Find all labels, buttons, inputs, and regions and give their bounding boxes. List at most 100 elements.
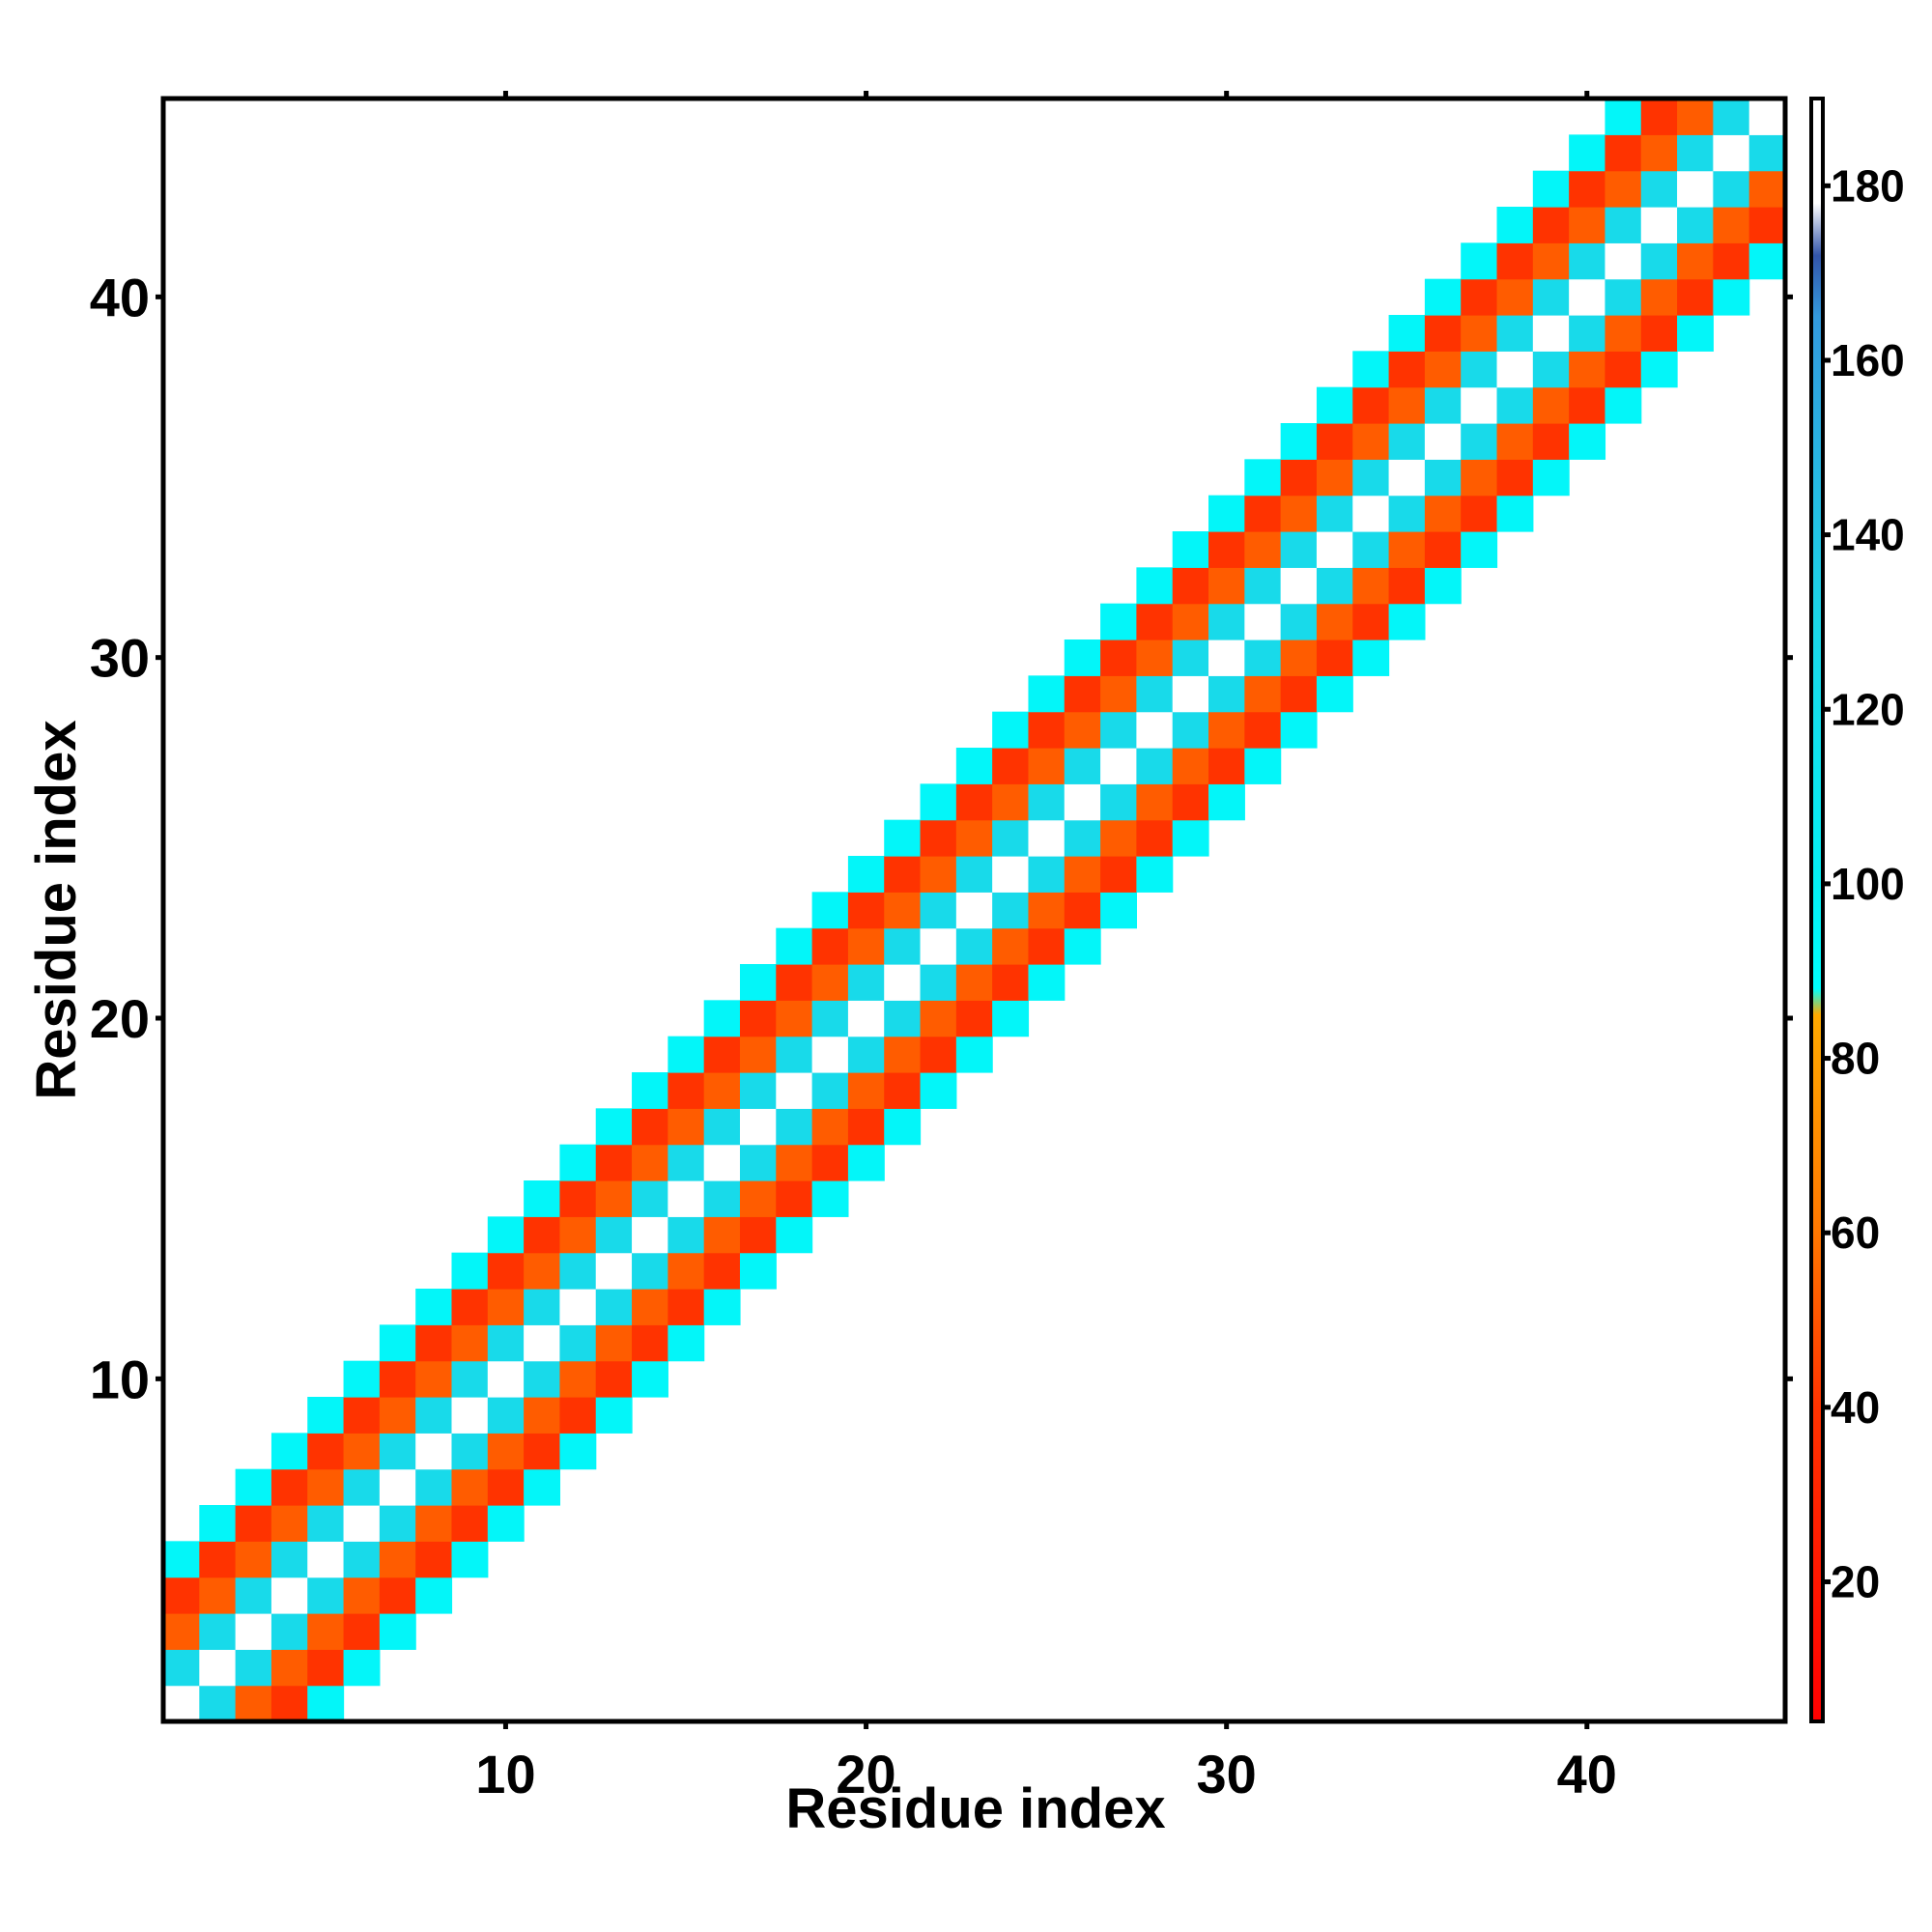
heatmap-cell [992, 711, 1030, 749]
heatmap-cell [811, 964, 849, 1001]
heatmap-cell [379, 1505, 416, 1542]
heatmap-cell [1028, 856, 1065, 893]
heatmap-cell [1569, 315, 1606, 352]
heatmap-cell [524, 1216, 561, 1254]
heatmap-cell [1424, 531, 1462, 568]
heatmap-cell [559, 1180, 597, 1217]
heatmap-cell [1496, 495, 1534, 532]
heatmap-cell [1208, 639, 1245, 676]
heatmap-cell [199, 1505, 237, 1542]
heatmap-cell [415, 1324, 453, 1362]
heatmap-cell [992, 819, 1030, 857]
y-axis-title: Residue index [25, 720, 88, 1099]
heatmap-cell [199, 1649, 237, 1687]
heatmap-cell [884, 819, 922, 857]
heatmap-cell [1244, 711, 1282, 749]
heatmap-cell [703, 1216, 741, 1254]
heatmap-cell [1461, 459, 1498, 497]
heatmap-cell [307, 1468, 345, 1506]
heatmap-cell [739, 1036, 777, 1073]
heatmap-cell [559, 1216, 597, 1254]
heatmap-cell [1461, 242, 1498, 280]
heatmap-cell [1100, 675, 1137, 713]
heatmap-cell [847, 1000, 885, 1037]
heatmap-cell [1028, 892, 1065, 929]
heatmap-cell [1280, 567, 1318, 605]
colorbar-tick-label: 20 [1831, 1556, 1880, 1606]
y-axis-ticks: 10 20 30 40 [90, 267, 1793, 1409]
heatmap-cell [1064, 856, 1101, 893]
heatmap-cell [1748, 207, 1786, 243]
heatmap-cell [1424, 567, 1462, 605]
colorbar: 20 40 60 80 100 120 140 160 180 [1809, 97, 1905, 1723]
heatmap-cell [1136, 639, 1174, 676]
heatmap-cell [379, 1468, 416, 1506]
heatmap-cell [1280, 495, 1318, 532]
heatmap-cell [1532, 315, 1570, 352]
heatmap-cell [343, 1541, 381, 1578]
heatmap-cell [1569, 170, 1606, 208]
heatmap-cell [920, 964, 957, 1001]
heatmap-cell [668, 1180, 705, 1217]
heatmap-cell [1064, 927, 1101, 965]
heatmap-cell [1605, 99, 1642, 135]
heatmap-cell [703, 1289, 741, 1325]
heatmap-cell [847, 1036, 885, 1073]
heatmap-cell [1605, 170, 1642, 208]
heatmap-cell [270, 1577, 308, 1614]
heatmap-cell [992, 783, 1030, 821]
heatmap-cell [307, 1433, 345, 1470]
heatmap-cell [1713, 207, 1750, 243]
heatmap-cell [811, 1072, 849, 1109]
heatmap-cell [1424, 351, 1462, 388]
y-tick-label: 10 [90, 1349, 150, 1409]
heatmap-cell [1569, 351, 1606, 388]
heatmap-cell [524, 1289, 561, 1325]
heatmap-cell [1388, 315, 1426, 352]
heatmap-cell [1280, 459, 1318, 497]
heatmap-cell [524, 1360, 561, 1398]
heatmap-cell [632, 1360, 668, 1398]
colorbar-frame [1809, 97, 1825, 1723]
heatmap-cell [1605, 351, 1642, 388]
heatmap-cell [1532, 278, 1570, 316]
heatmap-cell [992, 927, 1030, 965]
heatmap-cell [955, 892, 993, 929]
heatmap-cell [199, 1613, 237, 1650]
heatmap-cell [307, 1577, 345, 1614]
heatmap-cell [307, 1541, 345, 1578]
heatmap-cell [1028, 675, 1065, 713]
heatmap-cell [307, 1613, 345, 1650]
heatmap-cell [920, 892, 957, 929]
heatmap-cell [559, 1433, 597, 1470]
heatmap-cell [1100, 639, 1137, 676]
heatmap-cell [1208, 711, 1245, 749]
heatmap-cell [1028, 927, 1065, 965]
heatmap-cells [163, 99, 1786, 1722]
heatmap-cell [920, 1000, 957, 1037]
heatmap-cell [595, 1252, 633, 1290]
heatmap-cell [739, 1252, 777, 1290]
heatmap-cell [1461, 386, 1498, 424]
heatmap-cell [235, 1649, 272, 1687]
heatmap-cell [668, 1072, 705, 1109]
heatmap-cell [1640, 207, 1678, 243]
heatmap-cell [1064, 675, 1101, 713]
heatmap-cell [163, 1541, 200, 1578]
heatmap-cell [668, 1216, 705, 1254]
heatmap-cell [1172, 783, 1209, 821]
heatmap-cell [1640, 351, 1678, 388]
heatmap-cell [451, 1360, 489, 1398]
heatmap-cell [632, 1216, 668, 1254]
heatmap-cell [703, 1108, 741, 1146]
heatmap-cell [270, 1541, 308, 1578]
heatmap-cell [847, 892, 885, 929]
heatmap-cell [1713, 278, 1750, 316]
heatmap-cell [992, 856, 1030, 893]
x-tick-label: 30 [1197, 1744, 1257, 1804]
heatmap-cell [1605, 242, 1642, 280]
heatmap-cell [920, 1072, 957, 1109]
heatmap-cell [343, 1577, 381, 1614]
heatmap-cell [1352, 531, 1390, 568]
heatmap-cell [235, 1577, 272, 1614]
